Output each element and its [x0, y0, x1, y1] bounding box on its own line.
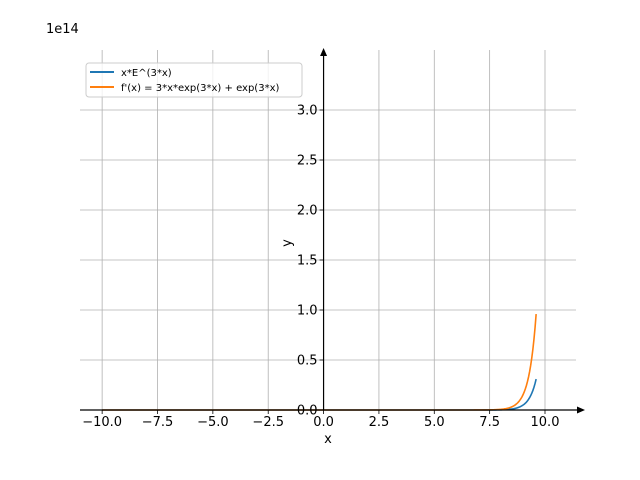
legend: x*E^(3*x) f'(x) = 3*x*exp(3*x) + exp(3*x…	[85, 62, 303, 98]
x-tick-label: 0.0	[313, 415, 334, 430]
x-tick-label: −10.0	[82, 415, 122, 430]
legend-label-series-2: f'(x) = 3*x*exp(3*x) + exp(3*x)	[121, 83, 279, 94]
y-tick-label: 0.0	[297, 404, 318, 419]
y-tick-label: 3.0	[297, 104, 318, 119]
y-tick-label: 0.5	[297, 354, 318, 369]
x-axis-arrow-icon	[577, 406, 585, 414]
y-ticks: 0.0 0.5 1.0 1.5 2.0 2.5 3.0	[297, 104, 324, 419]
y-axis-arrow-icon	[320, 48, 328, 56]
x-tick-label: −5.0	[197, 415, 229, 430]
legend-label-series-1: x*E^(3*x)	[121, 68, 172, 79]
legend-frame	[85, 62, 303, 98]
axes	[80, 48, 585, 414]
x-tick-label: 7.5	[479, 415, 500, 430]
y-tick-label: 2.5	[297, 154, 318, 169]
x-tick-label: 2.5	[369, 415, 390, 430]
grid-lines	[80, 50, 576, 410]
y-offset-label: 1e14	[46, 22, 79, 37]
x-tick-label: 5.0	[424, 415, 445, 430]
y-tick-label: 1.5	[297, 254, 318, 269]
y-tick-label: 2.0	[297, 204, 318, 219]
y-axis-label: y	[280, 239, 295, 247]
x-tick-label: −2.5	[252, 415, 284, 430]
x-tick-label: 10.0	[531, 415, 560, 430]
x-axis-label: x	[324, 432, 332, 447]
y-tick-label: 1.0	[297, 304, 318, 319]
x-tick-label: −7.5	[142, 415, 174, 430]
x-ticks: −10.0 −7.5 −5.0 −2.5 0.0 2.5 5.0 7.5 10.0	[82, 410, 559, 430]
